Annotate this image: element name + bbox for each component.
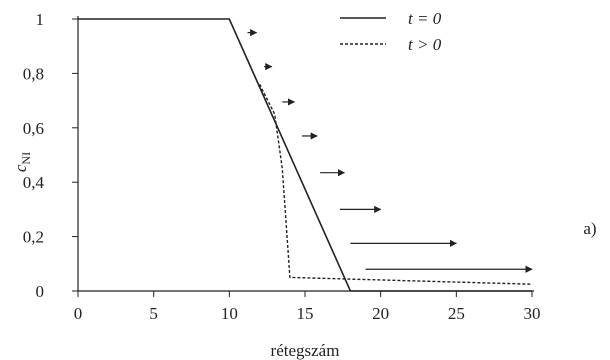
series-line-t0: [78, 18, 532, 292]
legend: t = 0 t > 0: [340, 9, 442, 54]
x-tick-label: 20: [372, 304, 389, 323]
x-tick-label: 0: [74, 304, 83, 323]
legend-label: t > 0: [408, 35, 442, 54]
x-tick-label: 10: [221, 304, 238, 323]
series-group: [78, 18, 533, 292]
y-axis-label: cNI: [11, 152, 33, 172]
y-tick-label: 1: [36, 10, 45, 29]
axes: 0 5 10 15 20 25 30 0 0,2 0,4 0,6 0,8 1: [23, 10, 541, 323]
x-axis-label: rétegszám: [271, 341, 340, 360]
y-tick-label: 0,6: [23, 119, 44, 138]
x-tick-label: 5: [149, 304, 158, 323]
x-tick-label: 15: [297, 304, 314, 323]
legend-label: t = 0: [408, 9, 442, 28]
y-tick-label: 0,4: [23, 173, 45, 192]
arrow-annotations: [247, 28, 533, 273]
y-tick-label: 0,8: [23, 64, 44, 83]
y-axis-label-main: c: [11, 164, 30, 172]
x-tick-label: 30: [524, 304, 541, 323]
y-axis-label-sub: NI: [19, 152, 33, 165]
panel-label: a): [583, 219, 596, 238]
x-tick-label: 25: [448, 304, 465, 323]
y-tick-label: 0,2: [23, 228, 44, 247]
y-tick-label: 0: [36, 282, 45, 301]
series-line-t-positive: [258, 83, 533, 285]
